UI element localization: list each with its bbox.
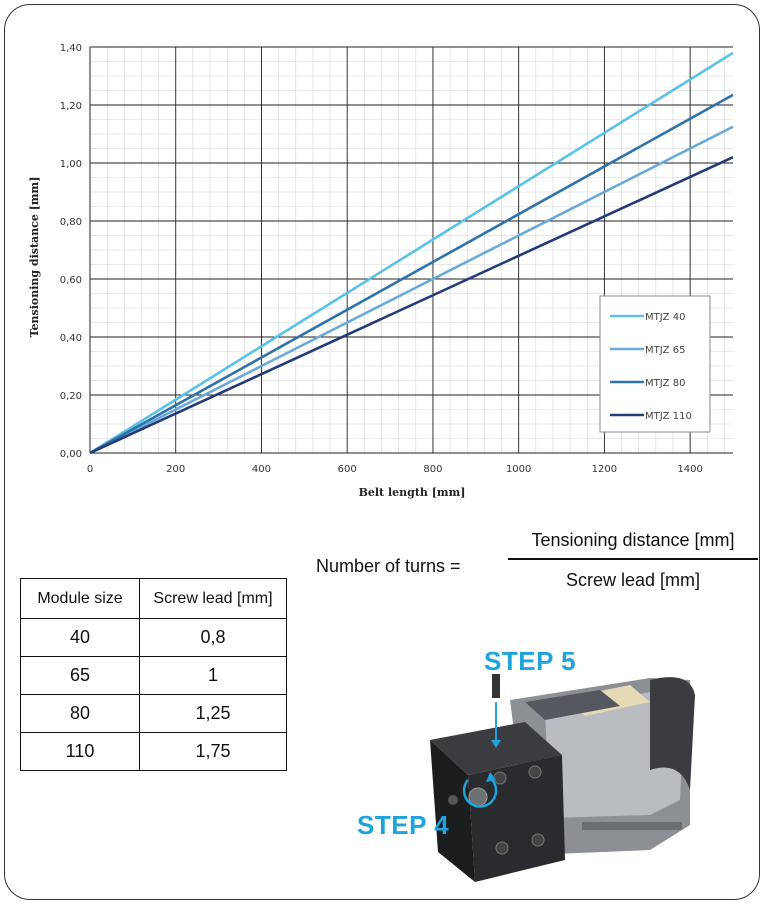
hole: [531, 833, 545, 847]
series-line: [89, 156, 734, 455]
formula-denominator: Screw lead [mm]: [565, 570, 701, 590]
page-frame: [4, 4, 760, 900]
x-tick-label: 400: [252, 464, 271, 475]
table-cell: 1,75: [139, 732, 287, 771]
end-cover: [650, 677, 695, 790]
turns-formula: Number of turns = Tensioning distance [m…: [316, 530, 761, 600]
table-cell: 1,25: [139, 694, 287, 733]
screw-lead-table: Module size Screw lead [mm] 40 0,8 65 1 …: [20, 578, 287, 771]
block-side: [468, 755, 565, 882]
legend-box: [599, 295, 711, 433]
legend-label: MTJZ 110: [645, 411, 692, 422]
hole: [493, 771, 507, 785]
arrowhead-icon: [491, 740, 501, 748]
y-tick-label: 0,80: [60, 217, 82, 228]
table-cell: 110: [20, 732, 140, 771]
fraction-bar: [508, 558, 758, 560]
formula-numerator: Tensioning distance [mm]: [531, 530, 735, 550]
x-tick-label: 1400: [677, 464, 702, 475]
y-tick-label: 0,60: [60, 275, 82, 286]
step4-label: STEP 4: [357, 810, 450, 840]
x-tick-label: 1200: [592, 464, 617, 475]
hole: [495, 841, 509, 855]
table-row: 65 1: [20, 656, 287, 695]
x-tick-label: 1000: [506, 464, 531, 475]
table-cell: 0,8: [139, 618, 287, 657]
step5-label: STEP 5: [484, 646, 577, 676]
legend-label: MTJZ 80: [645, 378, 685, 389]
y-tick-label: 0,40: [60, 333, 82, 344]
tick-labels: 0 200 400 600 800 1000 1200 1400 0,00 0,20 0,40 0,6…: [60, 43, 703, 475]
table-row: 40 0,8: [20, 618, 287, 657]
block-top: [430, 722, 562, 775]
block-front: [430, 740, 475, 882]
grub-screw: [492, 674, 500, 698]
hole: [528, 765, 542, 779]
module-illustration: [430, 674, 695, 882]
rotate-icon: [462, 777, 498, 808]
table-cell: 1: [139, 656, 287, 695]
x-tick-label: 200: [166, 464, 185, 475]
y-tick-label: 1,00: [60, 159, 82, 170]
hole: [448, 795, 458, 805]
header-screw-lead: Screw lead [mm]: [139, 578, 287, 619]
x-tick-label: 600: [338, 464, 357, 475]
table-header-row: Module size Screw lead [mm]: [20, 578, 287, 619]
series-line: [89, 51, 734, 455]
profile-groove: [582, 822, 682, 830]
y-axis-label: Tensioning distance [mm]: [28, 177, 41, 338]
y-tick-label: 1,40: [60, 43, 82, 54]
table-cell: 80: [20, 694, 140, 733]
header-module-size: Module size: [20, 578, 140, 619]
table-row: 110 1,75: [20, 732, 287, 771]
formula-lhs: Number of turns =: [316, 556, 461, 576]
series-line: [89, 93, 734, 455]
y-tick-label: 0,20: [60, 391, 82, 402]
y-tick-label: 1,20: [60, 101, 82, 112]
y-tick-label: 0,00: [60, 449, 82, 460]
table-cell: 65: [20, 656, 140, 695]
arrowhead-icon: [486, 772, 496, 782]
tensioning-chart: 0 200 400 600 800 1000 1200 1400 0,00 0,20 0,40 0,6…: [28, 43, 734, 499]
top-plate: [525, 690, 620, 720]
x-tick-label: 800: [423, 464, 442, 475]
series-line: [89, 125, 734, 455]
x-axis-label: Belt length [mm]: [359, 486, 466, 499]
table-row: 80 1,25: [20, 694, 287, 733]
series-lines: [89, 51, 734, 455]
chart-legend: MTJZ 40 MTJZ 65 MTJZ 80 MTJZ 110: [599, 295, 711, 433]
legend-label: MTJZ 40: [645, 312, 685, 323]
table-cell: 40: [20, 618, 140, 657]
x-tick-label: 0: [87, 464, 93, 475]
legend-label: MTJZ 65: [645, 345, 685, 356]
